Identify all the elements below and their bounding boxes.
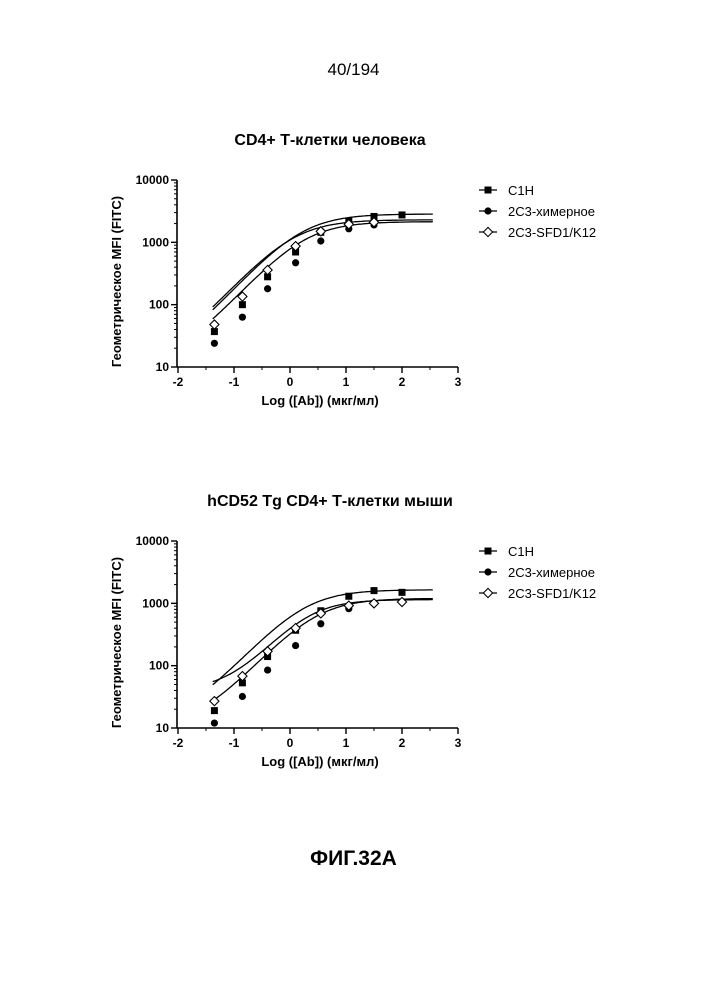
data-point-circle [211, 719, 218, 726]
x-axis-label: Log ([Ab]) (мкг/мл) [261, 754, 378, 769]
data-point-circle [317, 620, 324, 627]
data-point-diamond [263, 265, 272, 274]
legend-label: 2С3-SFD1/K12 [508, 586, 596, 601]
figure-caption: ФИГ.32А [0, 847, 707, 871]
legend-label: 2С3-SFD1/K12 [508, 225, 596, 240]
y-tick-label: 10000 [136, 534, 170, 548]
legend-marker-diamond [483, 588, 492, 597]
data-point-diamond [210, 320, 219, 329]
data-point-circle [264, 285, 271, 292]
y-tick-label: 10000 [136, 173, 170, 187]
data-point-circle [317, 237, 324, 244]
x-tick-label: 2 [399, 736, 406, 750]
y-axis-label: Геометрическое MFI (FITC) [109, 196, 124, 367]
data-point-circle [292, 259, 299, 266]
x-tick-label: 0 [287, 375, 294, 389]
data-point-square [371, 587, 378, 594]
page-number: 40/194 [0, 60, 707, 80]
x-tick-label: 0 [287, 736, 294, 750]
data-point-circle [264, 666, 271, 673]
data-point-circle [239, 314, 246, 321]
data-point-square [399, 211, 406, 218]
data-point-square [345, 593, 352, 600]
legend-marker-square [485, 548, 492, 555]
y-tick-label: 1000 [142, 596, 169, 610]
x-tick-label: 2 [399, 375, 406, 389]
legend-label: 2С3-химерное [508, 204, 595, 219]
x-tick-label: 1 [343, 375, 350, 389]
y-tick-label: 1000 [142, 235, 169, 249]
chart-hcd52-mouse: hCD52 Tg CD4+ Т-клетки мыши1010010001000… [0, 481, 707, 781]
data-point-square [211, 707, 218, 714]
data-point-circle [292, 642, 299, 649]
data-point-square [399, 589, 406, 596]
x-tick-label: -1 [229, 375, 240, 389]
chart-title: hCD52 Tg CD4+ Т-клетки мыши [207, 493, 453, 510]
x-tick-label: 3 [455, 375, 462, 389]
x-tick-label: -2 [173, 736, 184, 750]
data-point-square [239, 301, 246, 308]
x-tick-label: -2 [173, 375, 184, 389]
y-tick-label: 10 [156, 360, 170, 374]
legend-label: 2С3-химерное [508, 565, 595, 580]
x-tick-label: 1 [343, 736, 350, 750]
data-point-circle [239, 693, 246, 700]
legend-label: C1H [508, 183, 534, 198]
chart-cd4-human: CD4+ Т-клетки человека10100100010000-2-1… [0, 120, 707, 420]
x-tick-label: 3 [455, 736, 462, 750]
legend-marker-diamond [483, 227, 492, 236]
legend-label: C1H [508, 544, 534, 559]
x-axis-label: Log ([Ab]) (мкг/мл) [261, 393, 378, 408]
y-axis-label: Геометрическое MFI (FITC) [109, 557, 124, 728]
legend-marker-square [485, 187, 492, 194]
chart-title: CD4+ Т-клетки человека [234, 132, 425, 149]
legend-marker-circle [484, 207, 491, 214]
x-tick-label: -1 [229, 736, 240, 750]
y-tick-label: 10 [156, 721, 170, 735]
y-tick-label: 100 [149, 298, 169, 312]
data-point-circle [211, 340, 218, 347]
legend-marker-circle [484, 568, 491, 575]
y-tick-label: 100 [149, 659, 169, 673]
